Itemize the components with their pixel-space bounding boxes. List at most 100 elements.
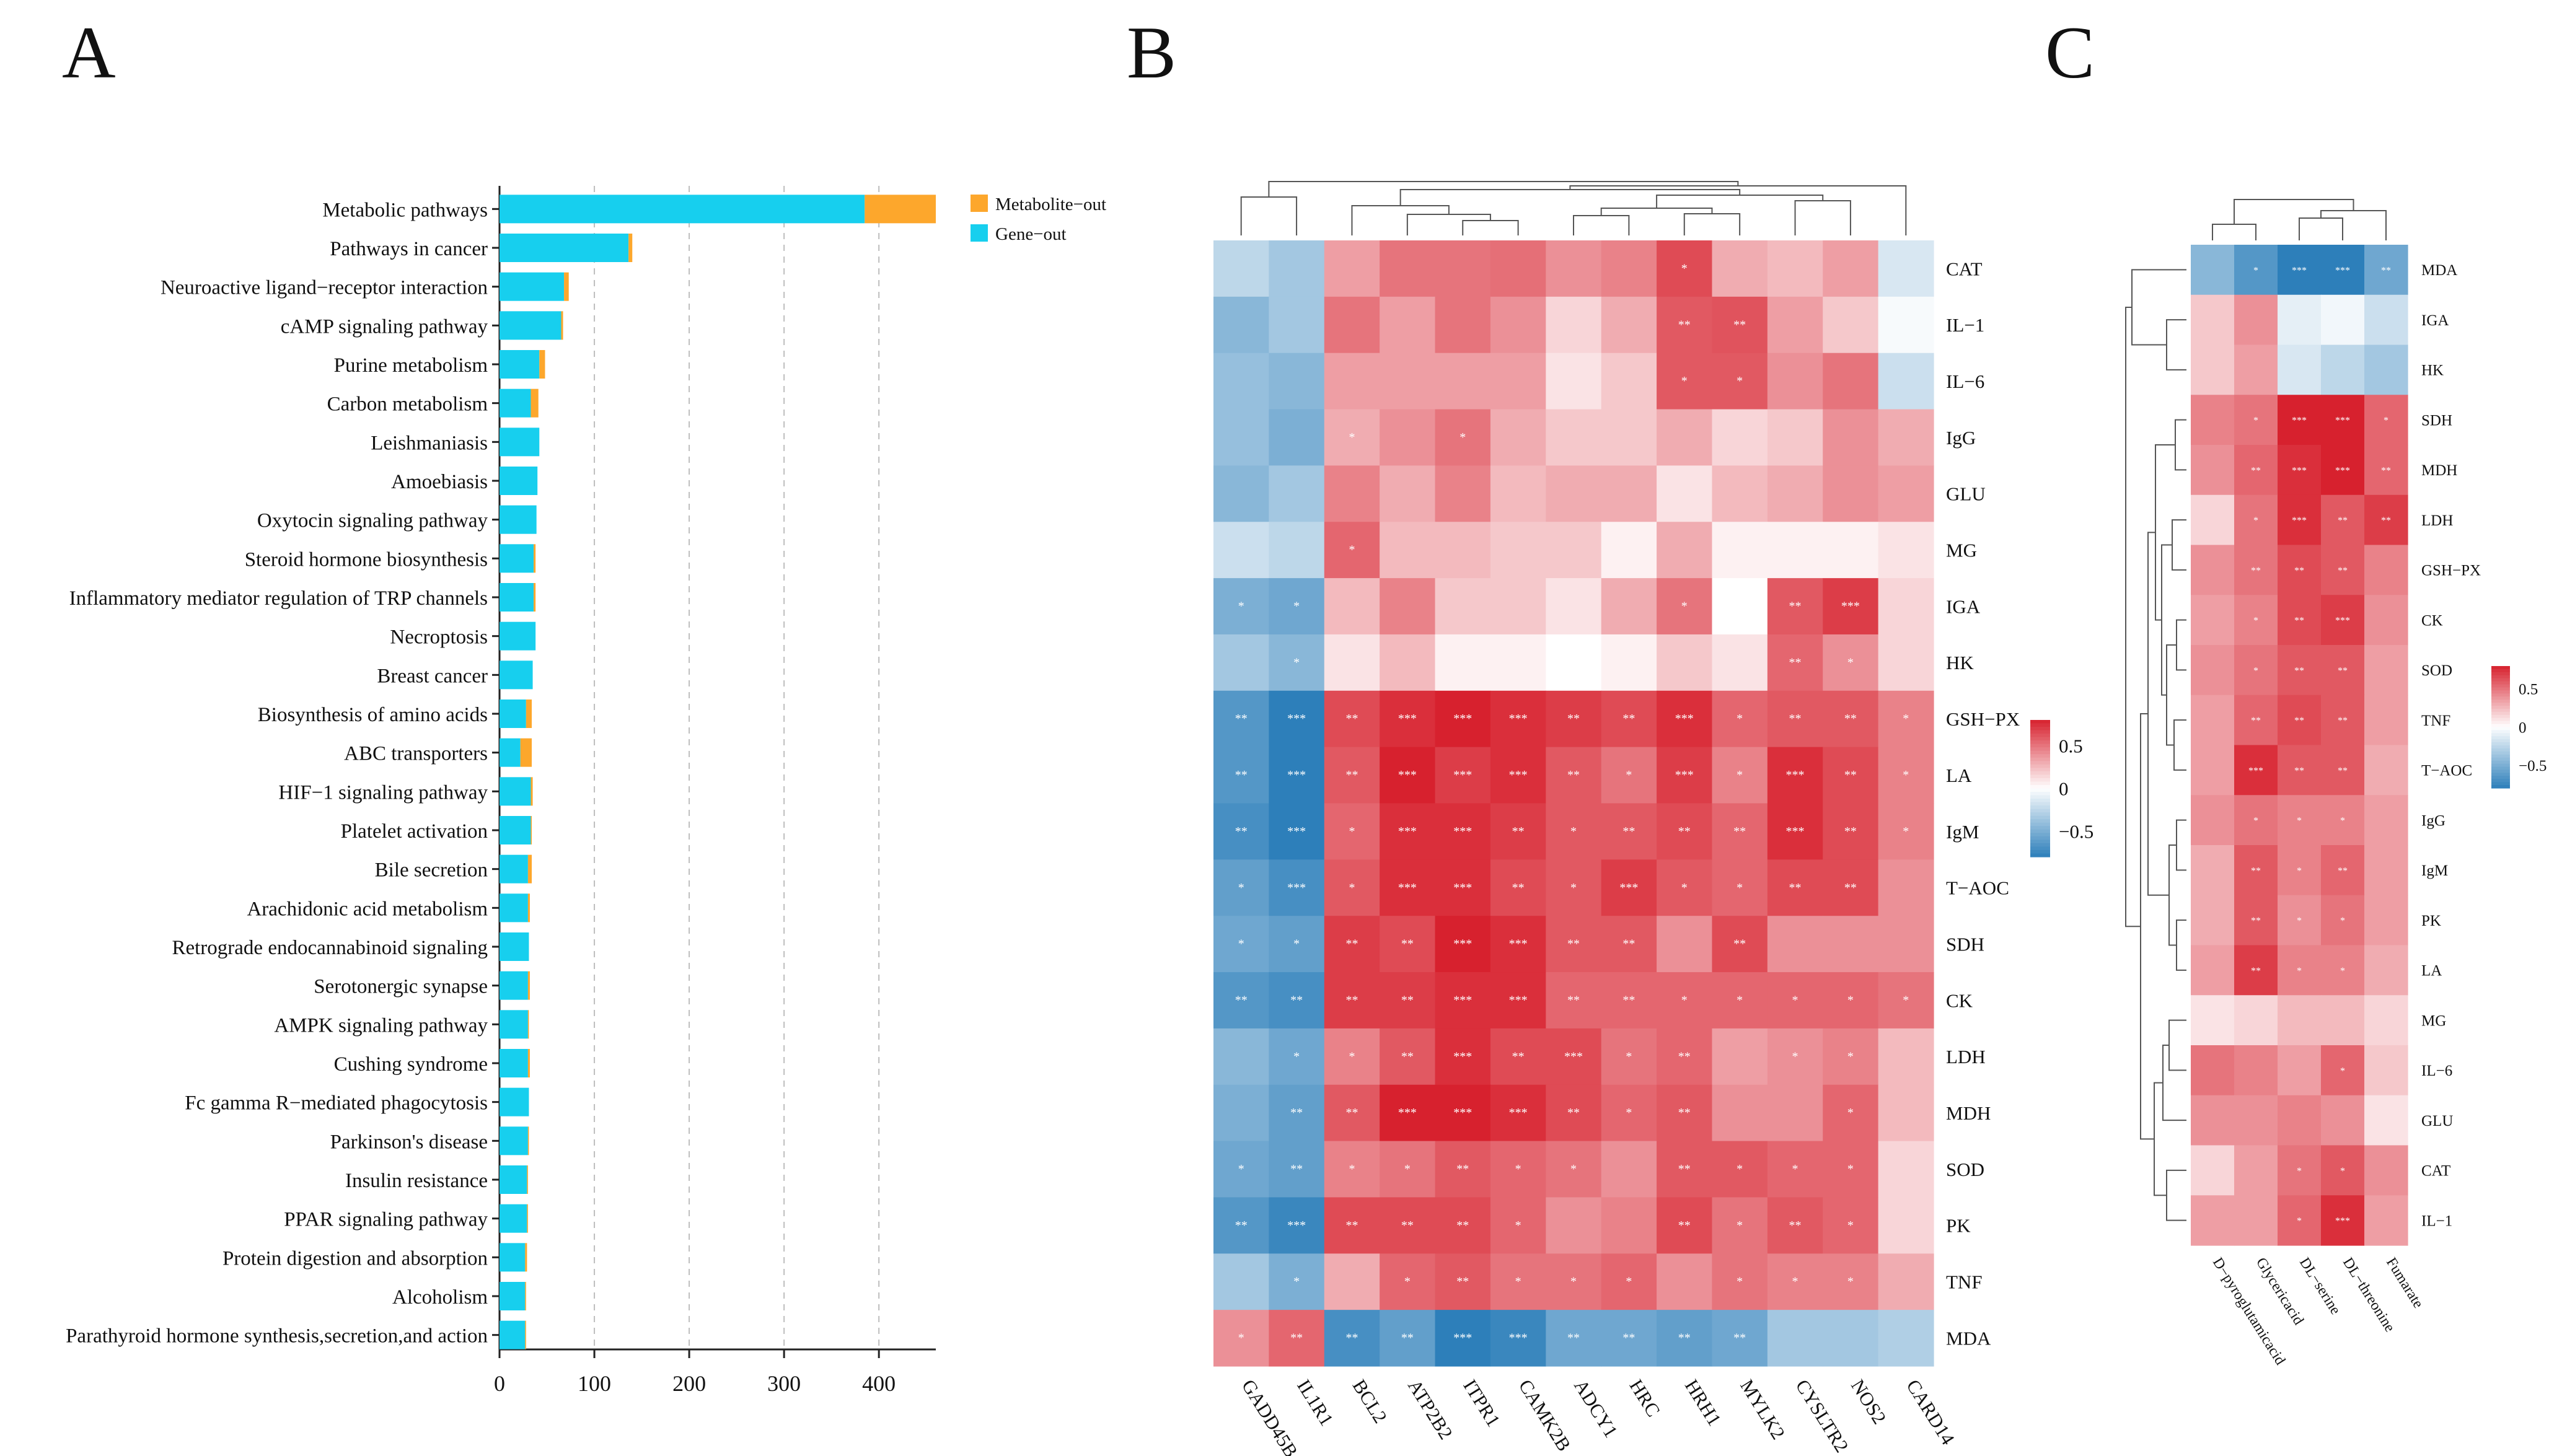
significance-mark: ** <box>1235 712 1248 726</box>
heatmap-cell <box>2321 445 2365 496</box>
colorbar-segment <box>2491 714 2510 719</box>
heatmap-cell <box>1823 1253 1879 1310</box>
column-label: IL1R1 <box>1293 1375 1338 1429</box>
heatmap-cell <box>1546 578 1602 635</box>
heatmap-cell <box>1546 803 1602 860</box>
heatmap-cell <box>1878 353 1934 410</box>
bar-gene-out <box>500 350 540 379</box>
heatmap-cell <box>2191 1045 2235 1096</box>
heatmap-cell <box>2321 1095 2365 1146</box>
significance-mark: ** <box>1844 768 1857 782</box>
heatmap-cell <box>1380 1028 1436 1085</box>
category-label: Amoebiasis <box>391 471 488 493</box>
heatmap-cell <box>1324 1310 1380 1367</box>
heatmap-cell <box>1767 803 1823 860</box>
heatmap-cell <box>1435 1253 1491 1310</box>
bar-gene-out <box>500 195 865 224</box>
row-label: LDH <box>2421 512 2453 529</box>
colorbar-segment <box>2030 822 2050 827</box>
category-label: Oxytocin signaling pathway <box>257 510 488 532</box>
colorbar-segment <box>2491 779 2510 783</box>
heatmap-cell <box>2278 1045 2322 1096</box>
colorbar-segment <box>2491 717 2510 722</box>
significance-mark: ** <box>1345 768 1358 782</box>
column-label: HRH1 <box>1681 1375 1726 1429</box>
dendrogram-link <box>1406 214 1491 235</box>
x-tick-label: 400 <box>862 1371 896 1396</box>
heatmap-cell <box>1767 916 1823 973</box>
heatmap-cell <box>1878 1028 1934 1085</box>
row-label: MG <box>1946 540 1977 561</box>
heatmap-cell <box>1269 465 1325 522</box>
dendrogram-link <box>2176 619 2186 671</box>
significance-mark: * <box>1737 1162 1743 1176</box>
heatmap-cell <box>1878 578 1934 635</box>
heatmap-cell <box>2364 344 2408 395</box>
bar-metabolite-out <box>865 195 936 224</box>
heatmap-cell <box>2321 344 2365 395</box>
bar-metabolite-out <box>527 1204 528 1233</box>
colorbar-segment <box>2030 843 2050 848</box>
heatmap-cell <box>2191 494 2235 546</box>
category-label: ABC transporters <box>344 743 488 765</box>
dendrogram-link <box>2176 919 2186 971</box>
heatmap-cell <box>1213 747 1269 804</box>
heatmap-cell <box>1380 916 1436 973</box>
significance-mark: * <box>1737 712 1743 726</box>
row-label: MDA <box>1946 1327 1991 1349</box>
category-label: cAMP signaling pathway <box>281 315 488 338</box>
heatmap-cell <box>1380 353 1436 410</box>
significance-mark: ** <box>1345 712 1358 726</box>
heatmap-cell <box>1712 803 1768 860</box>
significance-mark: * <box>1293 600 1300 613</box>
colorbar-segment <box>2491 782 2510 786</box>
heatmap-cell <box>1601 353 1657 410</box>
heatmap-cell <box>1878 803 1934 860</box>
heatmap-cell <box>2321 595 2365 646</box>
heatmap-cell <box>2234 294 2278 346</box>
dendrogram-link <box>2162 1045 2186 1121</box>
row-label: GLU <box>2421 1113 2453 1129</box>
heatmap-cell <box>1490 803 1546 860</box>
significance-mark: ** <box>1622 993 1635 1007</box>
heatmap-cell <box>1878 465 1934 522</box>
bar-metabolite-out <box>527 893 530 923</box>
category-label: Metabolic pathways <box>322 199 488 221</box>
bar-metabolite-out <box>527 971 530 1000</box>
heatmap-cell <box>1324 1197 1380 1254</box>
significance-mark: *** <box>1287 881 1306 895</box>
heatmap-cell <box>1546 859 1602 916</box>
heatmap-cell <box>1380 859 1436 916</box>
bar-metabolite-out <box>527 1165 528 1194</box>
heatmap-cell <box>1767 1197 1823 1254</box>
category-label: AMPK signaling pathway <box>274 1014 488 1037</box>
heatmap-cell <box>2278 945 2322 996</box>
heatmap-cell <box>1657 1253 1713 1310</box>
significance-mark: * <box>1792 993 1798 1007</box>
heatmap-cell <box>2234 1095 2278 1146</box>
colorbar-segment <box>2491 681 2510 685</box>
heatmap-cell <box>1546 1197 1602 1254</box>
column-label: ITPR1 <box>1459 1375 1504 1431</box>
heatmap-cell <box>1380 409 1436 466</box>
heatmap-cell <box>1324 1253 1380 1310</box>
x-tick-label: 200 <box>672 1371 706 1396</box>
heatmap-cell <box>1767 409 1823 466</box>
colorbar-segment <box>2030 764 2050 768</box>
significance-mark: *** <box>1398 881 1417 895</box>
heatmap-cell <box>1380 578 1436 635</box>
x-tick-label: 300 <box>767 1371 801 1396</box>
significance-mark: * <box>1847 1106 1854 1120</box>
row-label: LA <box>1946 765 1972 786</box>
category-label: Bile secretion <box>375 859 488 882</box>
heatmap-cell <box>1324 859 1380 916</box>
significance-mark: *** <box>1398 825 1417 838</box>
significance-mark: * <box>1626 1106 1632 1120</box>
bar-gene-out <box>500 467 538 495</box>
column-label: Fumarate <box>2383 1255 2426 1311</box>
significance-mark: ** <box>1844 712 1857 726</box>
colorbar-segment <box>2491 699 2510 703</box>
heatmap-cell <box>1712 1028 1768 1085</box>
colorbar-segment <box>2030 740 2050 745</box>
